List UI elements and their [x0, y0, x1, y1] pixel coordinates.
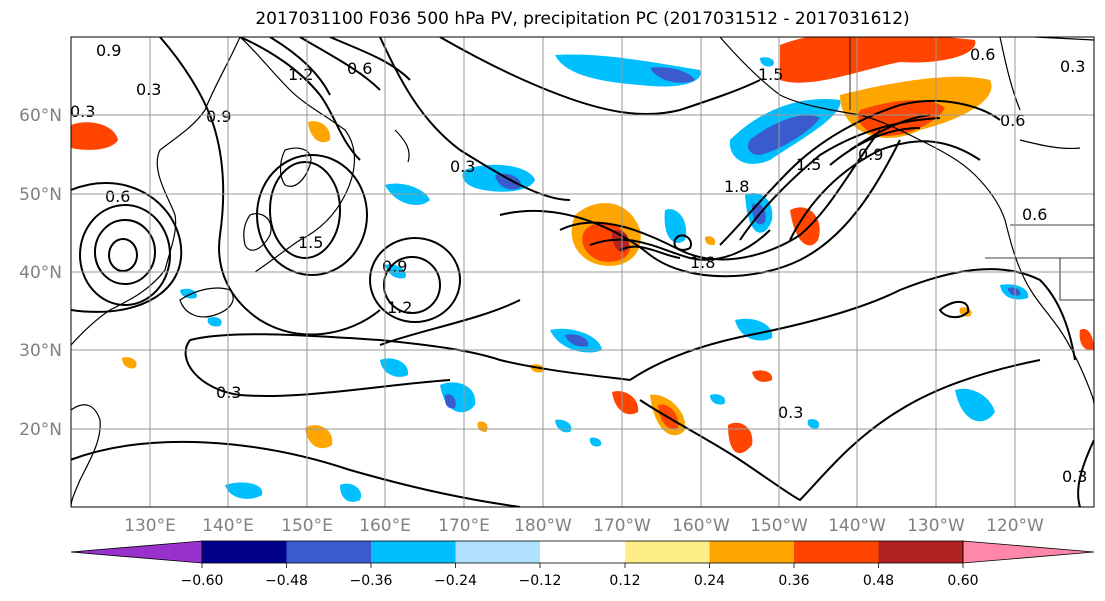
- contour-label: 0.9: [858, 145, 883, 164]
- contour-label: 0.3: [1062, 467, 1087, 486]
- colorbar-segment: [455, 541, 540, 563]
- contour-label: 0.9: [382, 257, 407, 276]
- lon-label: 160°W: [672, 516, 730, 536]
- colorbar-tick-label: 0.12: [609, 573, 640, 589]
- contour-label: 0.3: [778, 403, 803, 422]
- colorbar: −0.60 −0.48 −0.36 −0.24 −0.12 0.12 0.24 …: [70, 540, 1095, 589]
- lat-label: 20°N: [19, 420, 62, 440]
- contour-label: 0.6: [347, 59, 372, 78]
- gridlines: [71, 37, 1094, 507]
- lon-label: 130°W: [907, 516, 965, 536]
- lon-label: 140°E: [202, 516, 254, 536]
- contour-label: 1.2: [288, 65, 313, 84]
- contour-label: 1.8: [690, 253, 715, 272]
- map-title: 2017031100 F036 500 hPa PV, precipitatio…: [255, 9, 910, 29]
- lon-label: 140°W: [828, 516, 886, 536]
- colorbar-segment: [794, 541, 879, 563]
- lon-label: 170°W: [593, 516, 651, 536]
- contour-label: 0.9: [96, 41, 121, 60]
- contour-label: 0.3: [70, 102, 95, 121]
- lat-label: 50°N: [19, 185, 62, 205]
- colorbar-tick-label: 0.36: [778, 573, 809, 589]
- colorbar-segment: [540, 541, 625, 563]
- colorbar-tick-label: 0.24: [694, 573, 725, 589]
- colorbar-tick-label: −0.24: [434, 573, 477, 589]
- colorbar-tick-label: −0.48: [265, 573, 308, 589]
- colorbar-tick-label: 0.60: [947, 573, 978, 589]
- colorbar-tick-label: −0.12: [519, 573, 562, 589]
- borders: [849, 37, 1094, 301]
- contour-label: 0.6: [1022, 205, 1047, 224]
- colorbar-segment: [625, 541, 710, 563]
- lon-label: 170°E: [438, 516, 490, 536]
- colorbar-segment: [878, 541, 963, 563]
- lon-labels: 130°E 140°E 150°E 160°E 170°E 180°W 170°…: [124, 516, 1044, 536]
- lon-label: 150°E: [281, 516, 333, 536]
- plot-frame: [70, 36, 1095, 508]
- colorbar-tick-label: −0.36: [350, 573, 393, 589]
- colorbar-segment: [371, 541, 456, 563]
- contour-label: 0.9: [206, 107, 231, 126]
- lon-label: 120°W: [986, 516, 1044, 536]
- contour-label: 0.6: [105, 187, 130, 206]
- colorbar-segment: [709, 541, 794, 563]
- contour-label: 0.6: [970, 45, 995, 64]
- lon-label: 130°E: [124, 516, 176, 536]
- contour-label: 0.3: [136, 80, 161, 99]
- colorbar-tick-label: −0.60: [181, 573, 224, 589]
- contour-label: 0.3: [1060, 57, 1085, 76]
- lat-label: 60°N: [19, 106, 62, 126]
- colorbar-extend-high: [962, 540, 1095, 564]
- pv-contours: [71, 37, 1094, 507]
- contour-labels: 0.9 0.3 0.3 0.6 0.6 1.5 1.2 0.9 0.3 1.8 …: [70, 41, 1087, 486]
- colorbar-tick-label: 0.48: [863, 573, 894, 589]
- contour-label: 0.3: [216, 383, 241, 402]
- contour-label: 0.6: [1000, 111, 1025, 130]
- colorbar-extend-low: [70, 540, 203, 564]
- contour-label: 0.3: [450, 157, 475, 176]
- colorbar-segment: [286, 541, 371, 563]
- lon-label: 180°W: [514, 516, 572, 536]
- contour-label: 1.5: [758, 65, 783, 84]
- lat-labels: 60°N 50°N 40°N 30°N 20°N: [19, 106, 62, 440]
- contour-label: 1.8: [724, 177, 749, 196]
- lat-label: 30°N: [19, 341, 62, 361]
- lon-label: 150°W: [750, 516, 808, 536]
- contour-label: 1.2: [387, 298, 412, 317]
- colorbar-segment: [202, 541, 287, 563]
- lat-label: 40°N: [19, 263, 62, 283]
- contour-label: 1.5: [298, 233, 323, 252]
- contour-label: 1.5: [796, 155, 821, 174]
- lon-label: 160°E: [359, 516, 411, 536]
